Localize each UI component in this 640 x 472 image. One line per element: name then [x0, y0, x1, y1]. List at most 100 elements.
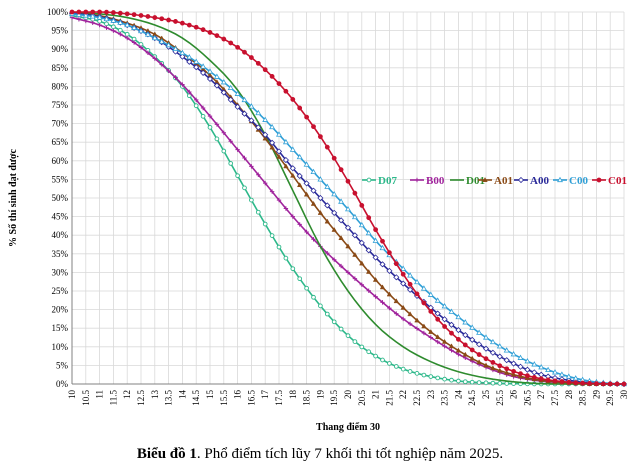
series-b00-marker: [380, 300, 385, 305]
series-a01-marker: [510, 371, 517, 377]
series-a00-marker: [234, 103, 241, 110]
series-a01-marker: [407, 311, 413, 317]
legend-marker: [596, 177, 602, 183]
series-a00-marker: [241, 110, 248, 117]
series-d07-marker: [104, 21, 109, 27]
series-c01-marker: [290, 97, 296, 102]
x-tick-label: 20.5: [357, 390, 367, 406]
series-b00-marker: [145, 50, 151, 56]
series-c00-marker: [565, 373, 572, 379]
series-c00-marker: [489, 338, 496, 345]
series-c01-marker: [435, 316, 441, 322]
series-c01-marker: [338, 167, 344, 173]
series-d07-marker: [324, 311, 330, 317]
series-b00-marker: [187, 89, 192, 95]
legend-label: B00: [426, 175, 445, 187]
axes: 0% 5% 10% 15% 20% 25% 30% 35% 40% 45% 50% 55% 60% 65%…: [47, 7, 629, 406]
series-c00-marker: [358, 221, 365, 228]
series-c01-marker: [297, 105, 303, 111]
series-a00-marker: [324, 202, 331, 209]
series-a01-marker: [455, 347, 462, 353]
series-c00-marker: [524, 357, 531, 364]
series-c01-marker: [269, 74, 275, 79]
series-d07-marker: [262, 221, 268, 227]
series-a01-marker: [469, 355, 475, 361]
x-tick-label: 29.5: [605, 390, 615, 406]
series-b00-marker: [194, 97, 199, 103]
series-c01-marker: [262, 67, 268, 73]
x-tick-label: 20: [343, 390, 353, 400]
series-c01-marker: [511, 368, 516, 374]
series-c01-marker: [545, 377, 551, 383]
series-c01-marker: [311, 124, 316, 130]
series-b00-marker: [104, 25, 109, 30]
series-c00-marker: [131, 24, 138, 30]
series-a01-marker: [372, 276, 379, 282]
series-c00-marker: [200, 63, 207, 69]
series-c01-marker: [380, 238, 385, 244]
series-c01-marker: [497, 363, 503, 369]
series-d07-marker: [400, 366, 406, 372]
x-tick-label: 22: [398, 390, 408, 399]
series-b00-marker: [83, 18, 88, 24]
series-c00-marker: [503, 347, 510, 353]
series-c00-marker: [89, 13, 96, 19]
series-a01-marker: [428, 329, 434, 334]
series-c01-marker: [317, 134, 323, 140]
series-a00-marker: [386, 267, 393, 274]
series-a00-marker: [344, 224, 352, 231]
x-tick-label: 24: [453, 390, 463, 400]
series-b00-marker: [242, 155, 247, 161]
y-tick-label: 80%: [52, 81, 69, 91]
series-lines: [68, 9, 628, 388]
series-d07-marker: [111, 24, 116, 30]
series-c00-marker: [241, 96, 248, 103]
series-c01-marker: [386, 250, 392, 256]
series-c01-marker: [83, 9, 89, 15]
y-tick-label: 10%: [52, 342, 69, 352]
series-c00-marker: [227, 84, 234, 91]
series-c00-marker: [517, 354, 524, 360]
series-d07-marker: [97, 18, 102, 24]
series-a00-marker: [482, 345, 490, 352]
series-c01-marker: [76, 9, 82, 15]
series-d07-marker: [276, 244, 282, 250]
x-axis-title: Thang điểm 30: [316, 422, 380, 433]
series-d07-marker: [214, 136, 220, 142]
series-d07-marker: [193, 103, 199, 109]
series-d07-marker: [449, 377, 454, 383]
series-a01-marker: [338, 235, 344, 241]
series-d07-marker: [490, 380, 496, 386]
series-b00-marker: [214, 122, 220, 127]
series-a00-marker: [365, 247, 372, 254]
series-b00-marker: [332, 257, 337, 262]
series-c00-marker: [496, 343, 503, 349]
series-c00-marker: [124, 21, 131, 28]
series-a00-marker: [407, 286, 414, 293]
series-a01-marker: [434, 334, 441, 339]
series-c00-marker: [234, 90, 241, 96]
legend-label: C00: [569, 175, 588, 187]
series-a01-marker: [483, 362, 489, 368]
series-a01-marker: [296, 182, 303, 188]
series-c01-marker: [111, 10, 116, 15]
series-a01-marker: [331, 226, 337, 232]
series-a00-marker: [496, 353, 503, 360]
series-c01-marker: [428, 309, 434, 314]
series-c00-marker: [455, 313, 462, 320]
series-c01-marker: [552, 378, 558, 384]
series-a01-marker: [276, 153, 282, 159]
series-a00-marker: [303, 180, 310, 187]
series-a01-marker: [421, 323, 427, 329]
series-b00-marker: [297, 222, 302, 227]
series-c01-marker: [518, 371, 523, 377]
legend: D07 B00 D01 A01 A00 C00 C01: [362, 175, 627, 187]
series-d07-marker: [497, 380, 503, 386]
series-c00-marker: [207, 68, 213, 74]
series-b00-marker: [283, 206, 289, 211]
series-c00-marker: [103, 15, 110, 22]
series-d07-marker: [338, 326, 344, 332]
series-a01-marker: [324, 218, 331, 224]
y-tick-label: 65%: [52, 137, 69, 147]
series-c00-marker: [552, 369, 558, 375]
